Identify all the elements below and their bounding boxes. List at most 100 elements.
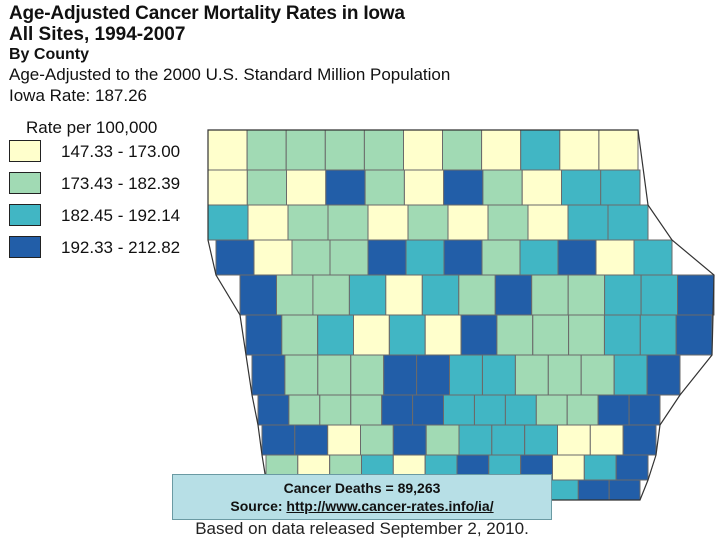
source-link[interactable]: http://www.cancer-rates.info/ia/ <box>286 498 494 514</box>
county-cell <box>527 204 569 241</box>
county-cell <box>367 204 409 241</box>
county-cell <box>491 424 526 456</box>
county-cell <box>443 169 484 206</box>
county-cell <box>281 314 319 356</box>
county-cell <box>325 169 366 206</box>
county-cell <box>524 424 559 456</box>
county-cell <box>604 314 641 356</box>
county-cell <box>443 394 475 426</box>
county-cell <box>567 274 606 316</box>
legend-swatch <box>9 172 41 194</box>
county-cell <box>514 354 549 396</box>
map-subtitle-by-county: By County <box>9 46 89 63</box>
county-cell <box>319 394 352 426</box>
county-cell <box>613 354 648 396</box>
map-subtitle: All Sites, 1994-2007 <box>9 24 186 45</box>
county-cell <box>481 239 521 276</box>
legend-title: Rate per 100,000 <box>26 118 158 137</box>
county-cell <box>597 394 630 426</box>
county-cell <box>504 394 537 426</box>
county-cell <box>327 204 369 241</box>
county-cell <box>421 274 460 316</box>
county-cell <box>580 354 615 396</box>
county-cell <box>416 354 451 396</box>
county-cell <box>360 424 394 456</box>
legend-swatch <box>9 236 41 258</box>
legend-label: 173.43 - 182.39 <box>61 174 181 193</box>
county-cell <box>285 129 326 171</box>
county-cell <box>496 314 534 356</box>
county-cell <box>458 424 493 456</box>
county-cell <box>677 274 715 316</box>
county-cell <box>583 454 617 481</box>
county-cell <box>559 129 600 171</box>
county-cell <box>633 239 673 276</box>
county-cell <box>566 394 599 426</box>
county-cell <box>519 239 559 276</box>
county-cell <box>247 204 289 241</box>
county-cell <box>294 424 329 456</box>
county-cell <box>604 274 642 316</box>
county-cell <box>412 394 445 426</box>
county-cell <box>239 274 277 316</box>
county-cell <box>246 129 287 171</box>
county-cell <box>329 239 369 276</box>
county-cell <box>520 129 561 171</box>
county-cell <box>261 424 296 456</box>
county-cell <box>288 394 321 426</box>
county-cell <box>287 204 329 241</box>
county-cell <box>381 394 414 426</box>
county-cell <box>364 169 405 206</box>
county-cell <box>388 314 426 356</box>
county-cell <box>327 424 362 456</box>
county-cell <box>458 274 496 316</box>
county-cell <box>383 354 418 396</box>
county-cell <box>628 394 661 426</box>
county-cell <box>598 129 639 171</box>
county-cell <box>640 274 679 316</box>
county-cell <box>474 394 506 426</box>
county-cell <box>557 424 591 456</box>
state-rate: Iowa Rate: 187.26 <box>9 86 147 105</box>
county-cell <box>521 169 563 206</box>
county-cell <box>276 274 314 316</box>
county-cell <box>547 479 579 501</box>
county-cell <box>317 354 352 396</box>
county-cell <box>482 169 523 206</box>
county-cell <box>646 354 681 396</box>
county-cell <box>253 239 293 276</box>
map-title: Age-Adjusted Cancer Mortality Rates in I… <box>9 3 405 24</box>
legend-label: 192.33 - 212.82 <box>61 238 181 257</box>
county-cell <box>547 354 582 396</box>
county-cell <box>424 314 462 356</box>
county-cell <box>286 169 327 206</box>
map-header: Age-Adjusted Cancer Mortality Rates in I… <box>9 3 450 106</box>
cancer-deaths-total: Cancer Deaths = 89,263 <box>283 480 441 496</box>
county-cell <box>531 274 569 316</box>
legend-label: 182.45 - 192.14 <box>61 206 181 225</box>
county-cell <box>600 169 641 206</box>
info-box: Cancer Deaths = 89,263 Source: http://ww… <box>172 474 552 520</box>
county-cell <box>487 204 529 241</box>
county-cell <box>251 354 286 396</box>
county-cell <box>215 239 255 276</box>
county-cell <box>245 314 283 356</box>
county-cell <box>291 239 331 276</box>
county-cell <box>324 129 365 171</box>
legend-swatch <box>9 140 41 162</box>
county-cell <box>425 424 460 456</box>
county-cell <box>460 314 498 356</box>
county-cell <box>622 424 657 456</box>
county-cell <box>568 314 605 356</box>
county-cell <box>353 314 390 356</box>
county-cell <box>363 129 404 171</box>
county-cell <box>567 204 609 241</box>
county-cell <box>350 354 385 396</box>
county-cell <box>607 204 649 241</box>
county-cell <box>561 169 602 206</box>
state-outline <box>207 129 715 501</box>
county-cell <box>481 129 522 171</box>
age-adjust-note: Age-Adjusted to the 2000 U.S. Standard M… <box>9 65 451 84</box>
county-cell <box>246 169 288 206</box>
county-cell <box>482 354 516 396</box>
